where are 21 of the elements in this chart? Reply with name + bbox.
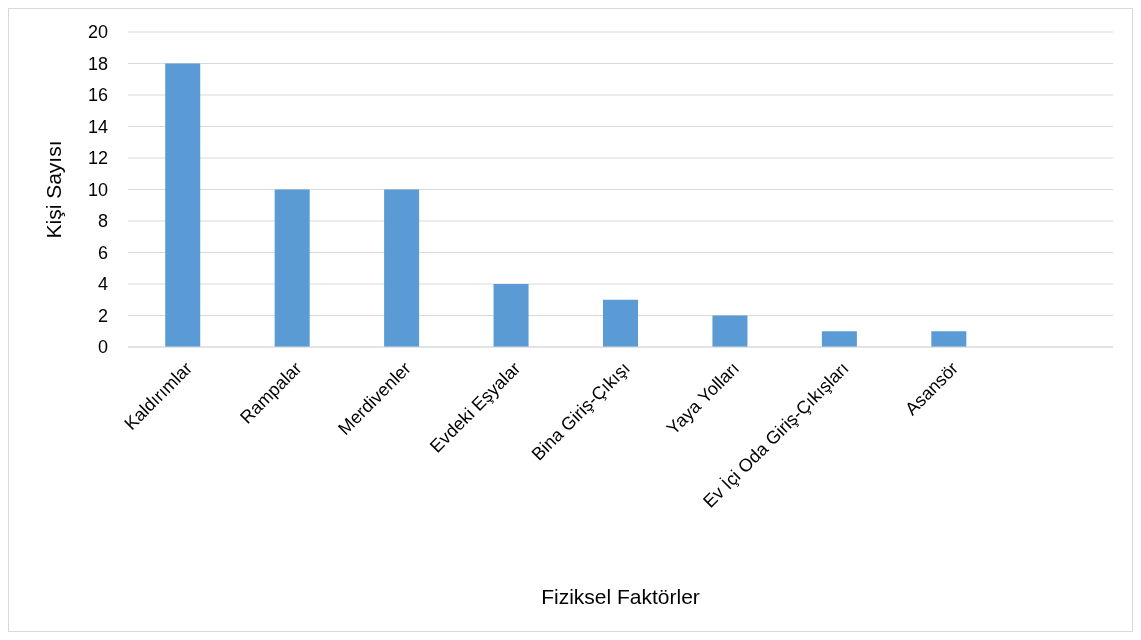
y-axis-title: Kişi Sayısı: [42, 140, 65, 239]
bar: [493, 284, 529, 347]
y-tick-label: 16: [87, 85, 108, 106]
y-tick-label: 2: [97, 305, 108, 326]
x-axis-title: Fiziksel Faktörler: [541, 585, 700, 609]
y-tick-label: 10: [87, 179, 108, 200]
y-tick-label: 14: [87, 116, 108, 137]
y-tick-label: 8: [97, 211, 108, 232]
bar: [712, 315, 748, 347]
bar: [931, 331, 967, 347]
bar: [384, 189, 420, 347]
y-tick-label: 6: [97, 242, 108, 263]
y-tick-label: 12: [87, 148, 108, 169]
y-tick-label: 18: [87, 53, 108, 74]
bar: [274, 189, 310, 347]
y-tick-label: 0: [97, 337, 108, 358]
bar: [821, 331, 857, 347]
y-tick-label: 4: [97, 274, 108, 295]
bar: [165, 63, 201, 347]
bar: [602, 299, 639, 347]
y-tick-label: 20: [87, 22, 108, 43]
